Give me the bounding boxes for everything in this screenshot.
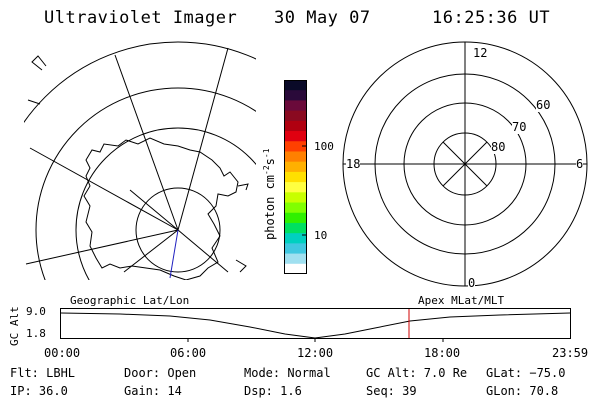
mlat-label-60: 60 (536, 98, 551, 112)
apex-polar-plot (342, 41, 588, 287)
antarctica-coastline (83, 137, 239, 280)
colorbar-band (284, 222, 307, 234)
altitude-timeline (60, 308, 571, 342)
timeline-y-high: 9.0 (26, 305, 46, 318)
mlt-label-18: 18 (346, 157, 361, 171)
colorbar-unit-label: photon cm-2s-1 (262, 148, 277, 240)
colorbar-band (284, 171, 307, 183)
colorbar-band (284, 263, 307, 274)
gain-status: Gain: 14 (124, 384, 182, 398)
gc-alt-status: GC Alt: 7.0 Re (366, 366, 468, 380)
spacecraft-track (169, 229, 179, 279)
coastline (27, 99, 41, 105)
colorbar-band (284, 100, 307, 112)
coastline (31, 55, 47, 71)
colorbar-band (284, 151, 307, 163)
meridian-line (123, 229, 179, 273)
timeline-ylabel: GC Alt (8, 306, 21, 346)
meridian-line (29, 147, 179, 231)
timeline-xtick: 06:00 (170, 346, 207, 360)
mlt-label-6: 6 (576, 157, 584, 171)
mlt-label-0: 0 (468, 276, 476, 290)
mode-status: Mode: Normal (244, 366, 331, 380)
date-label: 30 May 07 (274, 8, 371, 28)
geographic-map (24, 41, 256, 280)
altitude-curve (60, 312, 571, 339)
timeline-left-title: Geographic Lat/Lon (70, 294, 190, 307)
colorbar-band (284, 131, 307, 142)
glon-status: GLon: 70.8 (486, 384, 559, 398)
colorbar-band (284, 212, 307, 224)
latitude-circle (24, 41, 256, 124)
timeline-xtick: 00:00 (44, 346, 81, 360)
time-label: 16:25:36 UT (432, 8, 551, 28)
colorbar-band (284, 120, 307, 132)
colorbar-band (284, 202, 307, 214)
mlat-label-80: 80 (491, 140, 506, 154)
colorbar-band (284, 182, 307, 193)
colorbar-band (284, 233, 307, 244)
colorbar-band (284, 243, 307, 255)
timeline-xtick: 12:00 (297, 346, 334, 360)
instrument-title: Ultraviolet Imager (44, 8, 238, 28)
dsp-status: Dsp: 1.6 (244, 384, 302, 398)
meridian-line (114, 54, 179, 231)
ip-status: IP: 36.0 (10, 384, 68, 398)
colorbar-band (284, 141, 307, 153)
coastline (235, 259, 247, 273)
colorbar-band (284, 90, 307, 102)
door-status: Door: Open (124, 366, 197, 380)
colorbar-tick-high: 100 (314, 140, 334, 153)
timeline-y-low: 1.8 (26, 327, 46, 340)
filter-status: Flt: LBHL (10, 366, 76, 380)
meridian-line (177, 47, 229, 231)
seq-status: Seq: 39 (366, 384, 417, 398)
timeline-right-title: Apex MLat/MLT (418, 294, 505, 307)
mlat-label-70: 70 (512, 120, 527, 134)
timeline-xtick: 18:00 (424, 346, 461, 360)
latitude-circle (35, 87, 256, 280)
coastline (237, 183, 249, 191)
meridian-line (177, 229, 229, 273)
colorbar-band (284, 110, 307, 122)
latitude-circle (75, 127, 256, 280)
meridian-line (129, 189, 179, 231)
mlt-label-12: 12 (473, 46, 488, 60)
colorbar-band (284, 161, 307, 173)
colorbar-tick-low: 10 (314, 229, 328, 242)
meridian-line (25, 229, 179, 265)
colorbar-band (284, 80, 307, 91)
latitude-circle (135, 187, 221, 273)
colorbar (284, 80, 307, 274)
timeline-xtick: 23:59 (552, 346, 589, 360)
colorbar-band (284, 192, 307, 204)
colorbar-band (284, 253, 307, 265)
glat-status: GLat: −75.0 (486, 366, 566, 380)
